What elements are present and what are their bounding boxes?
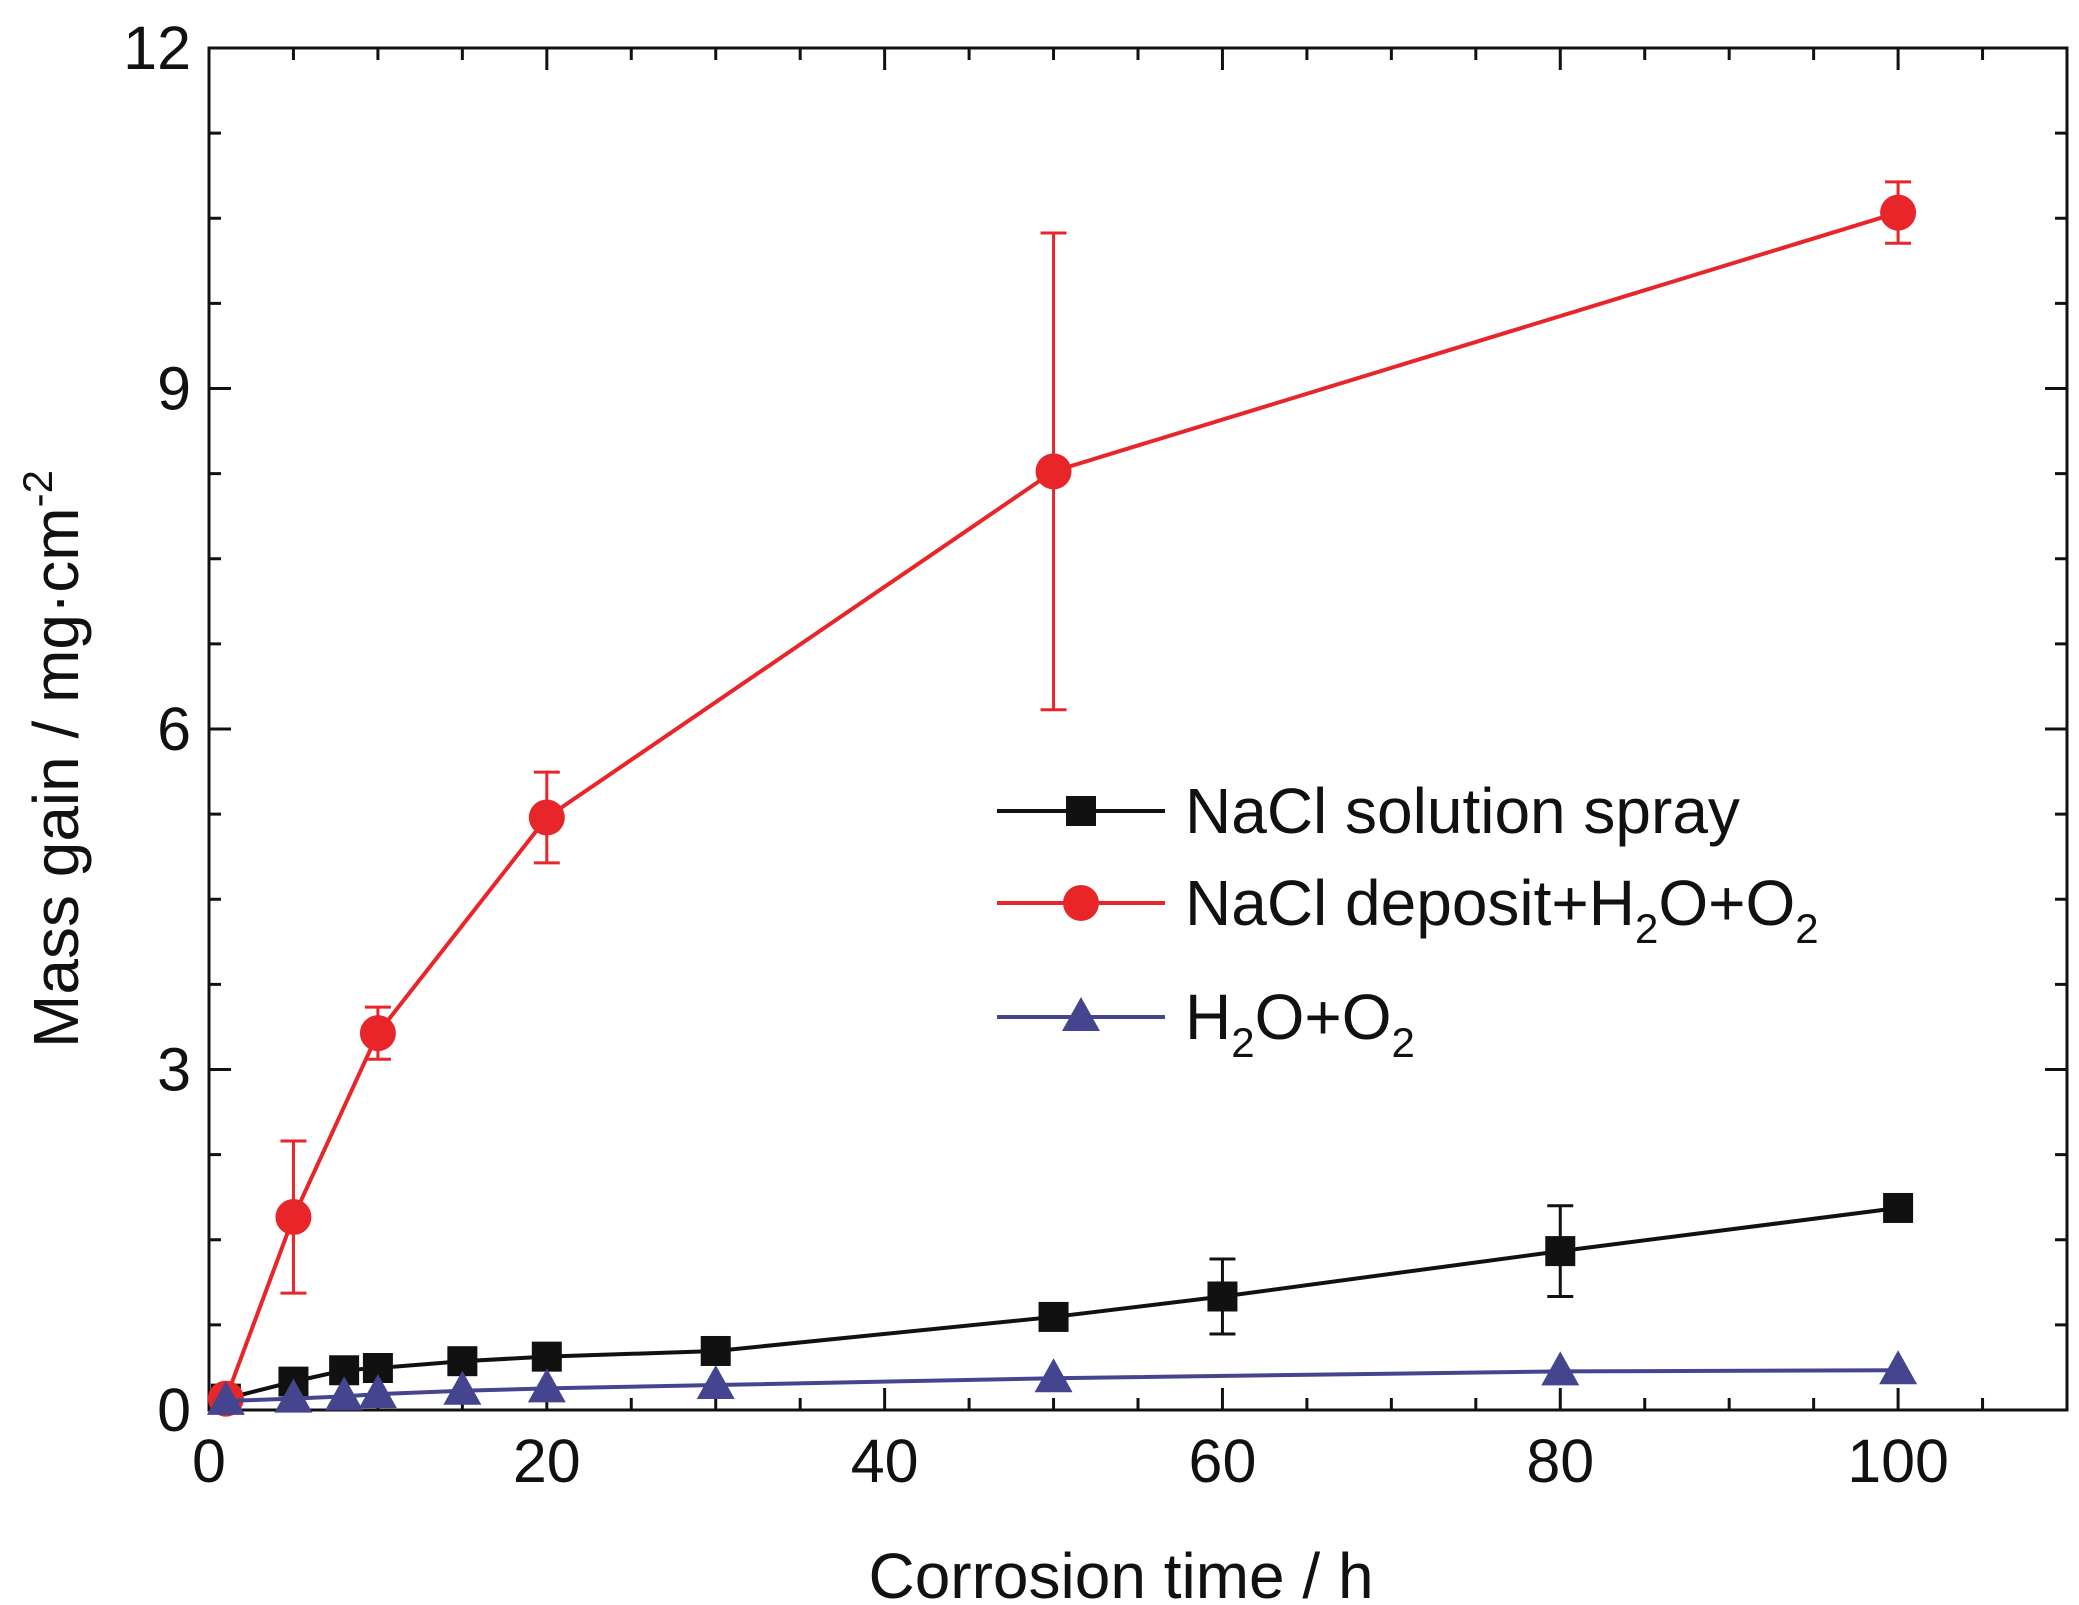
x-axis-title: Corrosion time / h xyxy=(868,1540,1373,1605)
data-point xyxy=(443,1370,482,1405)
y-axis-title-main: Mass gain / mg·cm xyxy=(20,507,92,1048)
y-tick-label: 9 xyxy=(157,355,191,423)
x-tick-label: 0 xyxy=(192,1427,226,1495)
legend-item-2: NaCl deposit+H2O+O2 xyxy=(997,867,1819,952)
legend-text-part: O+O xyxy=(1255,981,1392,1053)
series-layer xyxy=(206,180,1918,1417)
legend-subscript: 2 xyxy=(1231,1019,1254,1066)
data-point xyxy=(1879,1350,1918,1385)
legend-subscript: 2 xyxy=(1635,905,1658,952)
series-line xyxy=(225,1368,1899,1403)
data-point xyxy=(359,1015,396,1052)
data-point xyxy=(275,1199,312,1236)
data-point xyxy=(1038,1301,1069,1332)
data-point xyxy=(325,1376,364,1411)
legend-label: NaCl deposit+H2O+O2 xyxy=(1185,867,1819,952)
y-axis-title: Mass gain / mg·cm-2 xyxy=(14,470,92,1048)
x-tick-label: 60 xyxy=(1189,1427,1257,1495)
legend-text-part: NaCl deposit+H xyxy=(1185,867,1635,939)
x-tick-label: 40 xyxy=(851,1427,919,1495)
series-3 xyxy=(206,1350,1918,1415)
data-point xyxy=(527,1368,566,1403)
legend-text-part: O+O xyxy=(1658,867,1795,939)
y-tick-label: 0 xyxy=(157,1376,191,1444)
data-point xyxy=(1880,194,1917,231)
data-point xyxy=(1541,1351,1580,1386)
data-point xyxy=(274,1378,313,1413)
series-2 xyxy=(207,180,1917,1417)
legend-text-part: NaCl solution spray xyxy=(1185,775,1740,847)
data-point xyxy=(528,799,565,836)
y-tick-label: 6 xyxy=(157,695,191,763)
data-point xyxy=(1545,1236,1576,1267)
data-point xyxy=(696,1365,735,1400)
y-tick-label: 3 xyxy=(157,1036,191,1104)
series-line xyxy=(224,210,1899,1400)
data-point xyxy=(1883,1192,1914,1223)
y-tick-label: 12 xyxy=(123,14,191,82)
x-tick-label: 100 xyxy=(1847,1427,1949,1495)
plot-frame xyxy=(207,46,2069,1412)
data-point xyxy=(206,1380,245,1415)
data-point xyxy=(700,1335,731,1366)
data-point xyxy=(1207,1281,1238,1312)
data-point xyxy=(1035,453,1072,490)
legend-item-3: H2O+O2 xyxy=(997,981,1415,1066)
legend-text-part: H xyxy=(1185,981,1231,1053)
legend-subscript: 2 xyxy=(1392,1019,1415,1066)
x-tick-label: 80 xyxy=(1526,1427,1594,1495)
legend-marker xyxy=(1066,796,1096,826)
legend-subscript: 2 xyxy=(1795,905,1818,952)
legend-label: NaCl solution spray xyxy=(1185,775,1740,847)
legend-marker xyxy=(1063,885,1099,921)
data-point xyxy=(358,1374,397,1409)
axes: 0 20 40 60 80 100 0 3 6 9 12 xyxy=(123,14,2069,1495)
x-tick-label: 20 xyxy=(513,1427,581,1495)
legend-item-1: NaCl solution spray xyxy=(997,775,1740,847)
y-axis-title-superscript: -2 xyxy=(14,470,61,507)
legend-label: H2O+O2 xyxy=(1185,981,1415,1066)
data-point xyxy=(531,1341,562,1372)
legend-marker xyxy=(1062,997,1100,1031)
data-point xyxy=(1034,1358,1073,1393)
